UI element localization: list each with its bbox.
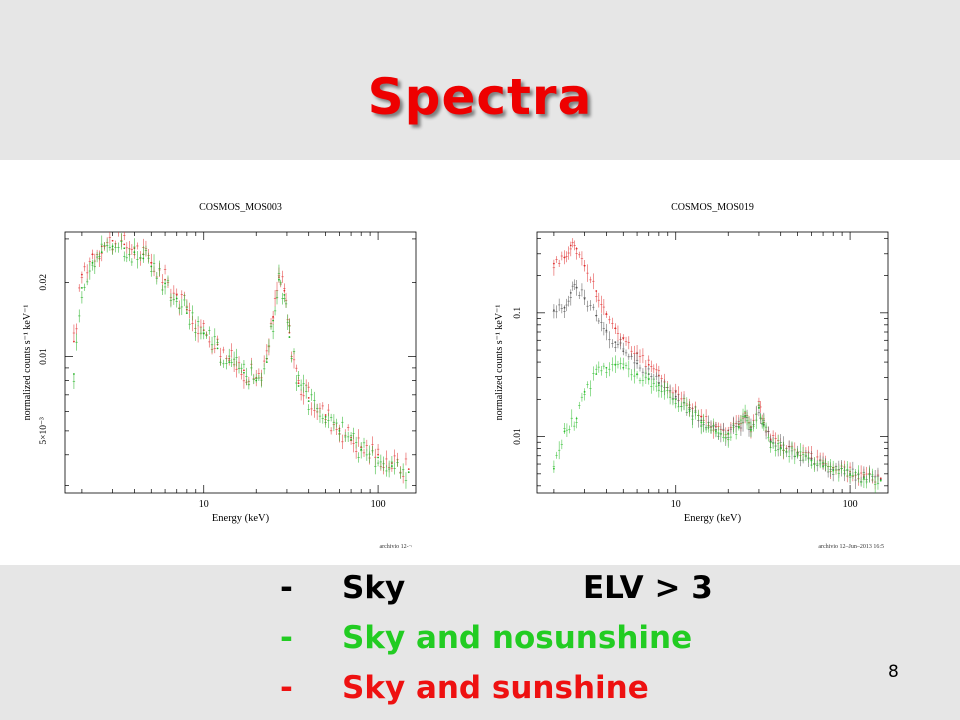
chart-footer-stamp: archivio 12-¬ bbox=[379, 544, 412, 550]
data-point bbox=[595, 373, 598, 375]
y-tick-label: 0.02 bbox=[39, 274, 49, 291]
legend-bullet-list: - Sky ELV > 3 - Sky and nosunshine - Sky… bbox=[280, 570, 840, 720]
data-point bbox=[377, 456, 379, 459]
chart-title: COSMOS_MOS003 bbox=[199, 202, 282, 213]
y-tick-label: 5×10⁻³ bbox=[39, 417, 49, 445]
data-point bbox=[407, 468, 410, 470]
legend-label-sky-sunshine: Sky and sunshine bbox=[342, 670, 649, 706]
series-2 bbox=[552, 355, 882, 493]
data-point bbox=[377, 453, 379, 456]
y-axis-label: normalized counts s⁻¹ keV⁻¹ bbox=[494, 305, 505, 421]
series-1 bbox=[72, 233, 410, 489]
y-tick-label: 0.01 bbox=[39, 348, 49, 365]
data-layer bbox=[72, 232, 410, 489]
series-0 bbox=[552, 238, 882, 490]
spectra-figure-panel: COSMOS_MOS003 10 100 5×10⁻³ 0.01 0.02 Energy (… bbox=[0, 160, 960, 565]
chart-title: COSMOS_MOS019 bbox=[671, 202, 754, 213]
x-axis-label: Energy (keV) bbox=[212, 513, 270, 524]
bullet-dash: - bbox=[280, 620, 293, 656]
data-point bbox=[243, 369, 245, 372]
data-point bbox=[307, 397, 310, 399]
data-point bbox=[272, 319, 275, 322]
data-point bbox=[111, 239, 114, 242]
data-point bbox=[123, 243, 126, 246]
bullet-dash: - bbox=[280, 670, 293, 706]
x-axis-label: Energy (keV) bbox=[684, 513, 742, 524]
y-tick-label: 0.1 bbox=[513, 307, 523, 319]
legend-label-sky: Sky bbox=[342, 570, 406, 606]
legend-item-sky-nosunshine: - Sky and nosunshine bbox=[280, 620, 840, 670]
data-point bbox=[307, 400, 310, 403]
data-point bbox=[123, 247, 126, 250]
legend-label-sky-nosunshine: Sky and nosunshine bbox=[342, 620, 693, 656]
chart-footer-stamp: archivio 12–Jun–2013 16:5 bbox=[818, 544, 884, 550]
bullet-dash: - bbox=[280, 570, 293, 606]
series-0 bbox=[72, 232, 410, 484]
plot-frame bbox=[536, 231, 889, 494]
x-tick-label: 100 bbox=[843, 499, 858, 510]
chart-1: COSMOS_MOS019 10 100 0.01 0.1 Energy (keV) nor… bbox=[494, 202, 889, 550]
data-point bbox=[324, 415, 327, 418]
chart-0: COSMOS_MOS003 10 100 5×10⁻³ 0.01 0.02 Energy (… bbox=[22, 202, 417, 550]
data-point bbox=[350, 438, 352, 441]
series-1 bbox=[552, 279, 882, 490]
x-tick-label: 10 bbox=[199, 499, 209, 510]
legend-item-sky-sunshine: - Sky and sunshine bbox=[280, 670, 840, 720]
y-tick-label: 0.01 bbox=[513, 428, 523, 445]
data-point bbox=[73, 340, 75, 343]
page-number: 8 bbox=[888, 662, 899, 682]
data-point bbox=[810, 459, 813, 462]
data-point bbox=[614, 341, 617, 344]
spectra-charts: COSMOS_MOS003 10 100 5×10⁻³ 0.01 0.02 Energy (… bbox=[22, 202, 889, 550]
legend-label-elv: ELV > 3 bbox=[583, 570, 713, 606]
data-point bbox=[216, 347, 219, 350]
x-tick-label: 10 bbox=[671, 499, 681, 510]
x-tick-label: 100 bbox=[371, 499, 386, 510]
data-point bbox=[288, 336, 291, 338]
data-point bbox=[80, 286, 83, 289]
legend-item-sky: - Sky ELV > 3 bbox=[280, 570, 840, 620]
data-point bbox=[822, 465, 824, 468]
data-point bbox=[297, 385, 300, 387]
data-point bbox=[243, 371, 245, 374]
data-point bbox=[879, 479, 882, 482]
data-point bbox=[407, 471, 410, 474]
plot-frame bbox=[64, 231, 417, 494]
data-point bbox=[647, 363, 650, 366]
data-point bbox=[769, 441, 772, 444]
slide-title: Spectra bbox=[367, 68, 593, 126]
y-axis-label: normalized counts s⁻¹ keV⁻¹ bbox=[22, 305, 33, 421]
data-layer bbox=[552, 238, 882, 493]
